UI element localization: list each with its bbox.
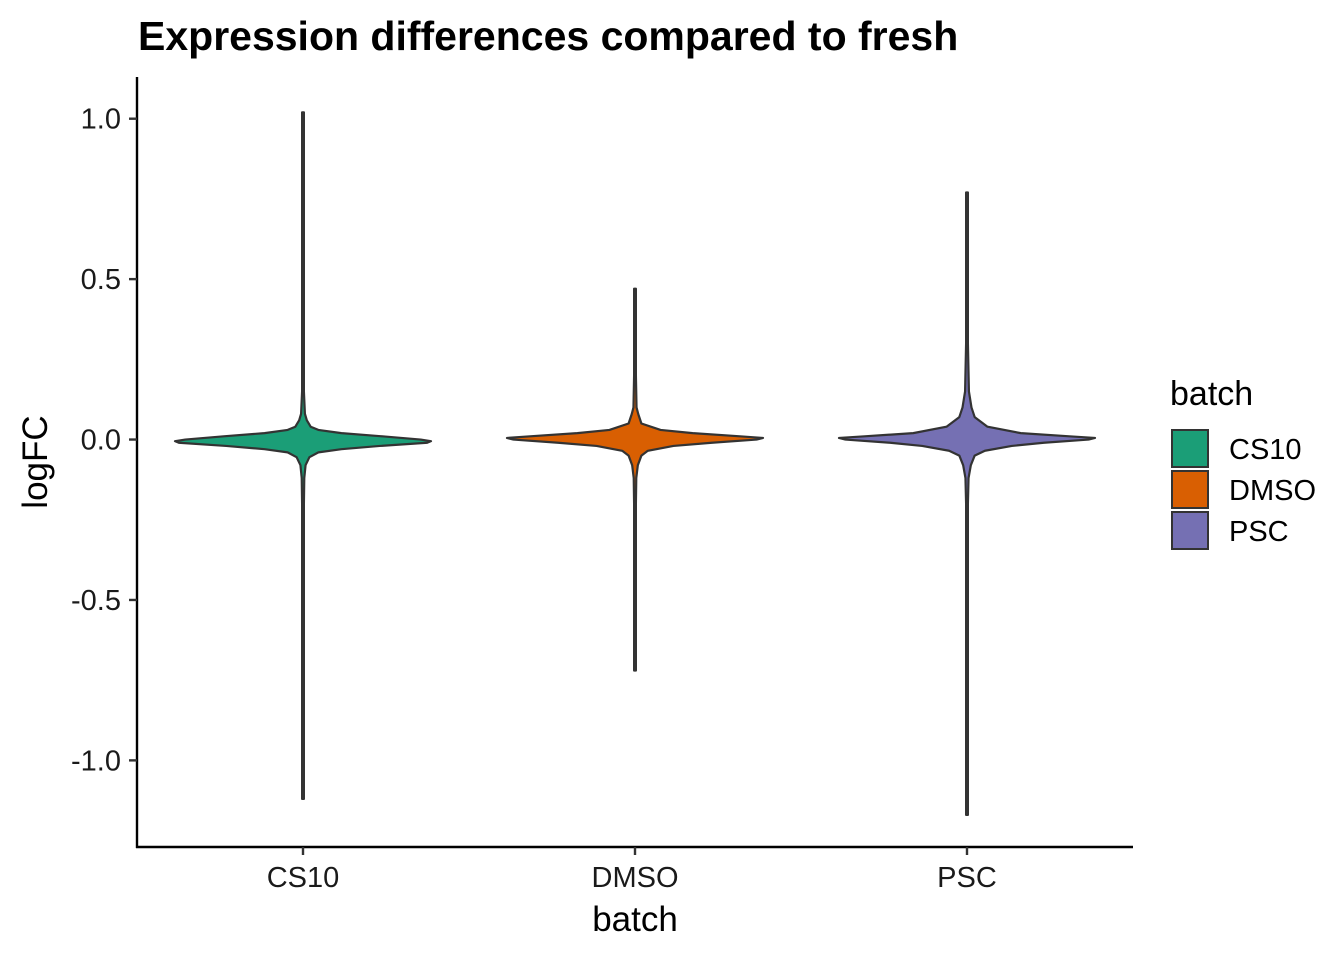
legend-title: batch (1170, 375, 1253, 413)
violin-psc (837, 191, 1097, 817)
legend-label-psc: PSC (1229, 516, 1289, 548)
y-tick-label: 0.0 (81, 425, 121, 457)
legend-swatch-dmso (1171, 470, 1209, 509)
x-tick-label: DMSO (592, 862, 679, 894)
violin-dmso (505, 287, 765, 672)
x-axis-ticks: CS10 DMSO PSC (267, 847, 997, 894)
y-tick-label: -1.0 (71, 745, 121, 777)
legend-entries: CS10 DMSO PSC (1171, 429, 1316, 550)
violin-layer (173, 111, 1097, 817)
y-tick-label: 1.0 (81, 104, 121, 136)
y-tick-label: -0.5 (71, 585, 121, 617)
x-tick-label: CS10 (267, 862, 340, 894)
legend-label-cs10: CS10 (1229, 434, 1302, 466)
y-axis-title: logFC (16, 415, 55, 508)
y-tick-label: 0.5 (81, 264, 121, 296)
chart-title: Expression differences compared to fresh (138, 13, 958, 59)
legend-swatch-cs10 (1171, 429, 1209, 468)
x-tick-label: PSC (937, 862, 997, 894)
x-axis-title: batch (592, 900, 678, 939)
y-axis-ticks: 1.0 0.5 0.0 -0.5 -1.0 (71, 104, 137, 777)
legend: batch CS10 DMSO PSC (1170, 375, 1316, 550)
violin-cs10 (173, 111, 433, 800)
legend-label-dmso: DMSO (1229, 475, 1316, 507)
legend-swatch-psc (1171, 511, 1209, 550)
